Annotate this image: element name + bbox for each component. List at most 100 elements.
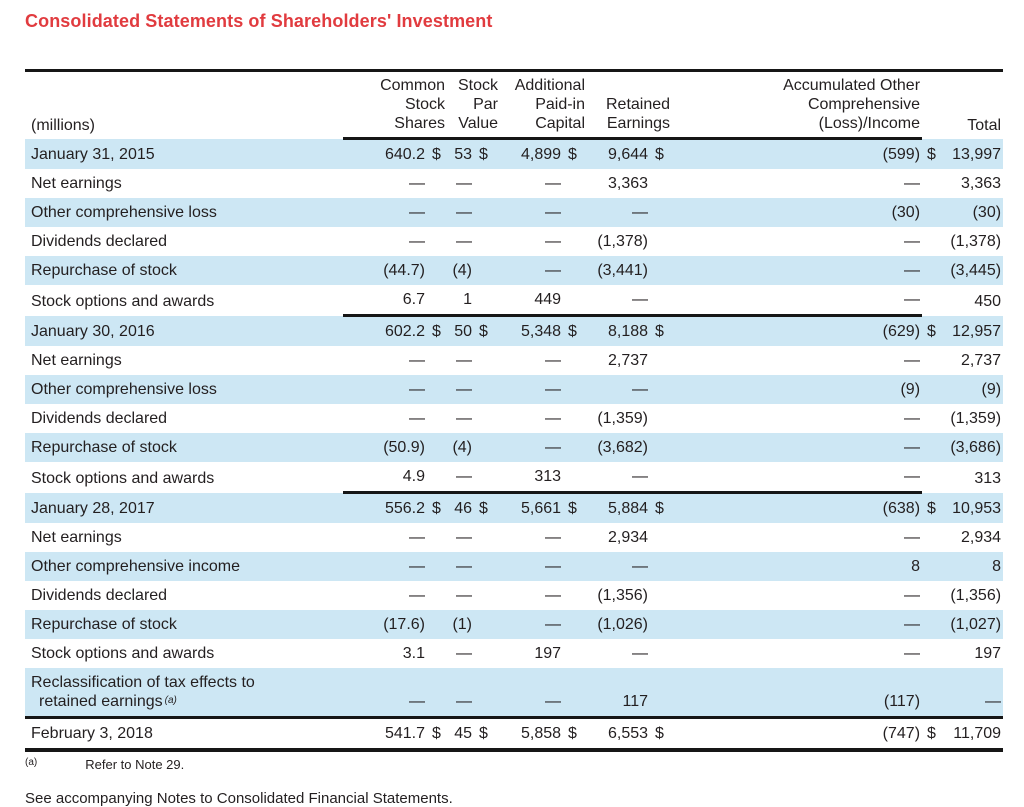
cell-aoci: — (904, 175, 921, 192)
cell-shares: 640.2 (384, 146, 425, 163)
cell-shares: (44.7) (383, 262, 425, 279)
dollar-sign (650, 433, 672, 462)
dollar-sign (922, 581, 944, 610)
dollar-sign: $ (927, 323, 936, 340)
dollar-sign (563, 581, 587, 610)
dollar-sign (563, 433, 587, 462)
row-label: Dividends declared (31, 587, 168, 604)
footnote-ref: (a) (164, 695, 177, 706)
cell-aoci: — (904, 616, 921, 633)
dollar-sign (474, 523, 500, 552)
cell-par-value: — (456, 175, 472, 192)
cell-aoci: — (904, 410, 921, 427)
cell-paid-in-capital: 5,348 (500, 314, 564, 346)
dollar-sign (474, 552, 500, 581)
dollar-sign (427, 404, 447, 433)
dollar-sign (427, 169, 447, 198)
dollar-sign: $ (650, 314, 673, 346)
cell-retained-earnings: (3,441) (597, 262, 649, 279)
row-label: Dividends declared (31, 233, 168, 250)
cell-aoci: (747) (672, 716, 923, 750)
dollar-sign (922, 462, 944, 493)
dollar-sign (427, 375, 447, 404)
cell-total: 13,997 (952, 146, 1002, 163)
dollar-sign: $ (655, 146, 664, 163)
cell-par-value: — (456, 645, 472, 662)
cell-par-value: — (456, 587, 472, 604)
cell-shares: 556.2 (343, 491, 427, 523)
row-label: Stock options and awards (31, 645, 215, 662)
dollar-sign: $ (563, 716, 588, 750)
cell-aoci: — (904, 645, 921, 662)
dollar-sign: $ (563, 314, 588, 346)
dollar-sign (650, 346, 672, 375)
cell-total: (3,686) (950, 439, 1002, 456)
row-label: January 30, 2016 (31, 323, 155, 340)
dollar-sign (427, 581, 447, 610)
cell-par-value: — (456, 410, 472, 427)
row-label: Other comprehensive income (31, 558, 240, 575)
cell-total: 12,957 (952, 323, 1002, 340)
cell-shares: — (409, 233, 425, 250)
table-row: Dividends declared — — — (1,359) — (1,35… (25, 404, 1003, 433)
dollar-sign (922, 433, 944, 462)
row-label: Repurchase of stock (31, 262, 177, 279)
dollar-sign: $ (427, 491, 447, 523)
cell-par-value: — (456, 693, 472, 710)
cell-total: 3,363 (961, 175, 1002, 192)
cell-retained-earnings: — (632, 468, 649, 485)
table-row: Repurchase of stock (44.7) (4) — (3,441)… (25, 256, 1004, 285)
dollar-sign (427, 256, 447, 285)
cell-retained-earnings: — (632, 558, 649, 575)
dollar-sign (650, 581, 672, 610)
dollar-sign (922, 169, 944, 198)
cell-retained-earnings: — (632, 204, 649, 221)
cell-par-value: 45 (447, 716, 474, 750)
dollar-sign: $ (427, 716, 447, 750)
dollar-sign (427, 639, 447, 668)
dollar-sign (427, 523, 447, 552)
cell-retained-earnings: 6,553 (587, 716, 651, 750)
dollar-sign (474, 256, 500, 285)
cell-paid-in-capital: — (545, 410, 562, 427)
cell-aoci: (599) (882, 146, 921, 163)
dollar-sign (922, 227, 944, 256)
table-row: Net earnings — — — 2,934 — 2,934 (25, 523, 1003, 552)
dollar-sign (563, 169, 587, 198)
dollar-sign (563, 668, 587, 718)
cell-total: 11,709 (944, 716, 1004, 750)
row-label: Stock options and awards (31, 469, 215, 487)
row-label: February 3, 2018 (25, 716, 343, 750)
dollar-sign (427, 227, 447, 256)
cell-shares: 541.7 (343, 716, 427, 750)
dollar-sign: $ (432, 146, 441, 163)
dollar-sign (650, 610, 672, 639)
dollar-sign (922, 552, 944, 581)
table-row: Other comprehensive loss — — — — (9) (9) (25, 375, 1004, 404)
dollar-sign (427, 610, 447, 639)
row-label: January 28, 2017 (31, 500, 155, 517)
dollar-sign (650, 552, 672, 581)
row-label-line1: Reclassification of tax effects to (31, 674, 255, 691)
cell-aoci: — (904, 233, 921, 250)
cell-retained-earnings: 8,188 (587, 314, 651, 346)
col-header-stock-par-value: Stock Par Value (447, 70, 501, 140)
cell-retained-earnings: (1,356) (597, 587, 649, 604)
dollar-sign (922, 668, 944, 718)
row-label: Stock options and awards (31, 292, 215, 310)
dollar-sign: $ (474, 314, 501, 346)
cell-par-value: — (456, 204, 472, 221)
dollar-sign (474, 346, 500, 375)
cell-retained-earnings: (1,378) (597, 233, 649, 250)
dollar-sign (427, 433, 447, 462)
dollar-sign (650, 404, 672, 433)
dollar-sign (474, 404, 500, 433)
cell-par-value: — (456, 233, 472, 250)
cell-total: — (985, 693, 1002, 710)
cell-aoci: — (904, 352, 921, 369)
cell-total: 8 (992, 558, 1002, 575)
dollar-sign (474, 610, 500, 639)
row-label: Repurchase of stock (31, 439, 177, 456)
cell-retained-earnings: 2,737 (607, 352, 649, 369)
dollar-sign: $ (650, 716, 673, 750)
